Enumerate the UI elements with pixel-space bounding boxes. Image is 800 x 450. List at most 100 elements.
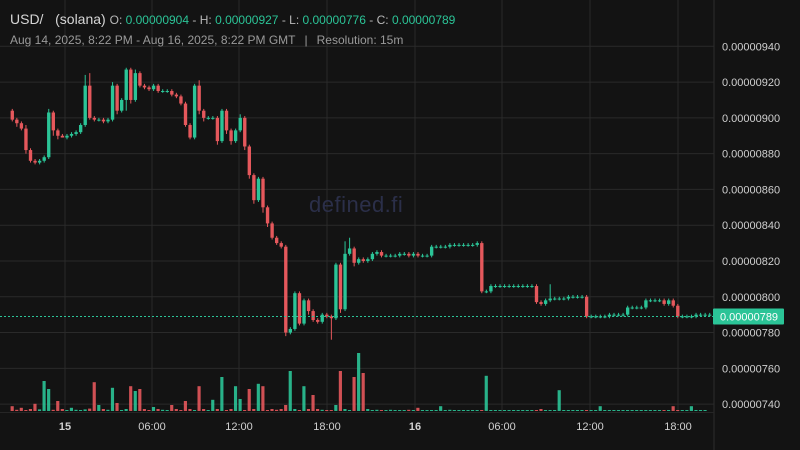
candle: [279, 241, 283, 249]
volume-bar: [635, 410, 639, 411]
x-tick-label: 16: [409, 421, 421, 433]
candle-body: [667, 300, 671, 304]
candle-body: [416, 253, 420, 256]
candle: [24, 125, 28, 154]
candle-body: [147, 87, 151, 90]
candle-body: [293, 293, 297, 329]
candle: [211, 116, 215, 120]
volume-bar: [297, 410, 301, 411]
candle-body: [429, 246, 434, 256]
chart-subheader: Aug 14, 2025, 8:22 PM - Aug 16, 2025, 8:…: [10, 33, 403, 47]
candle: [224, 108, 229, 134]
y-tick-label: 0.00000820: [722, 256, 780, 268]
candle: [439, 244, 443, 249]
y-axis: 0.00000940 0.00000920 0.00000900 0.00000880…: [722, 41, 780, 411]
candle: [393, 253, 397, 258]
candle-body: [607, 314, 612, 317]
candle-body: [129, 69, 133, 100]
candle-body: [393, 255, 397, 257]
volume-bar: [539, 409, 543, 411]
candle: [78, 123, 83, 134]
volume-bar: [493, 410, 497, 411]
high-label: - H:: [192, 13, 212, 27]
candle-body: [15, 119, 19, 124]
candle: [233, 128, 238, 143]
candle: [192, 83, 197, 140]
candle: [83, 74, 87, 127]
candle: [466, 243, 470, 247]
candle-body: [411, 253, 416, 256]
candle-body: [676, 305, 680, 317]
candle: [521, 284, 525, 288]
volume-bar: [88, 408, 92, 411]
candle: [252, 173, 256, 204]
candle: [539, 300, 543, 306]
candle-body: [320, 314, 324, 322]
candle-body: [270, 223, 274, 238]
volume-bar: [466, 410, 470, 411]
volume-bar: [685, 410, 689, 411]
candle: [28, 148, 33, 163]
volume-bar: [457, 410, 461, 411]
candle: [667, 298, 671, 306]
volume-bar: [69, 407, 74, 411]
candle-body: [352, 248, 356, 263]
volume-bar: [648, 410, 652, 411]
candle-body: [384, 255, 388, 257]
volume-bar: [334, 405, 338, 411]
candle: [584, 294, 589, 319]
candle-body: [24, 128, 28, 151]
volume-bar: [398, 410, 402, 411]
volume-bar: [224, 410, 229, 411]
chart-header: USD/ (solana) O: 0.00000904 - H: 0.00000…: [10, 11, 455, 27]
candle: [142, 83, 147, 90]
candle: [206, 116, 210, 120]
candle: [229, 128, 233, 145]
candle: [648, 298, 653, 303]
volume-bar: [243, 410, 247, 411]
candle: [653, 298, 657, 303]
volume-bar: [211, 399, 215, 411]
volume-bar: [575, 410, 580, 411]
open-value: 0.00000904: [125, 13, 190, 27]
candle-body: [420, 255, 425, 257]
candle: [698, 312, 703, 317]
candle: [338, 262, 343, 313]
volume-bar: [429, 410, 434, 411]
candle-body: [493, 286, 498, 288]
candle: [557, 296, 561, 301]
candle-body: [466, 244, 470, 246]
volume-bar: [220, 377, 224, 411]
candle-body: [708, 314, 712, 316]
candle-body: [534, 286, 539, 303]
volume-bar: [238, 399, 242, 411]
candle: [19, 121, 24, 131]
candle-body: [521, 286, 525, 288]
volume-bar: [60, 409, 64, 411]
candle: [115, 83, 119, 115]
candle: [484, 289, 489, 294]
candle: [165, 89, 169, 93]
volume-bar: [247, 389, 251, 411]
volume-bar: [188, 409, 192, 411]
candle: [708, 312, 712, 317]
volume-bar: [589, 410, 593, 411]
last-price-badge: [713, 308, 784, 325]
volume-bar: [598, 406, 602, 411]
candle-body: [543, 300, 548, 304]
volume-bar: [616, 410, 621, 411]
volume-bar: [33, 403, 37, 411]
candle: [625, 305, 630, 317]
last-price-label: 0.00000789: [720, 311, 778, 323]
volume-bar: [548, 410, 552, 411]
volume-bar: [156, 409, 160, 411]
candle-body: [174, 94, 179, 97]
volume-bar: [498, 410, 502, 411]
candle-body: [325, 314, 329, 317]
volume-bar: [15, 409, 19, 411]
candle-body: [211, 117, 215, 119]
candle: [420, 253, 425, 258]
volume-bar: [370, 410, 374, 411]
candle-body: [106, 119, 110, 122]
